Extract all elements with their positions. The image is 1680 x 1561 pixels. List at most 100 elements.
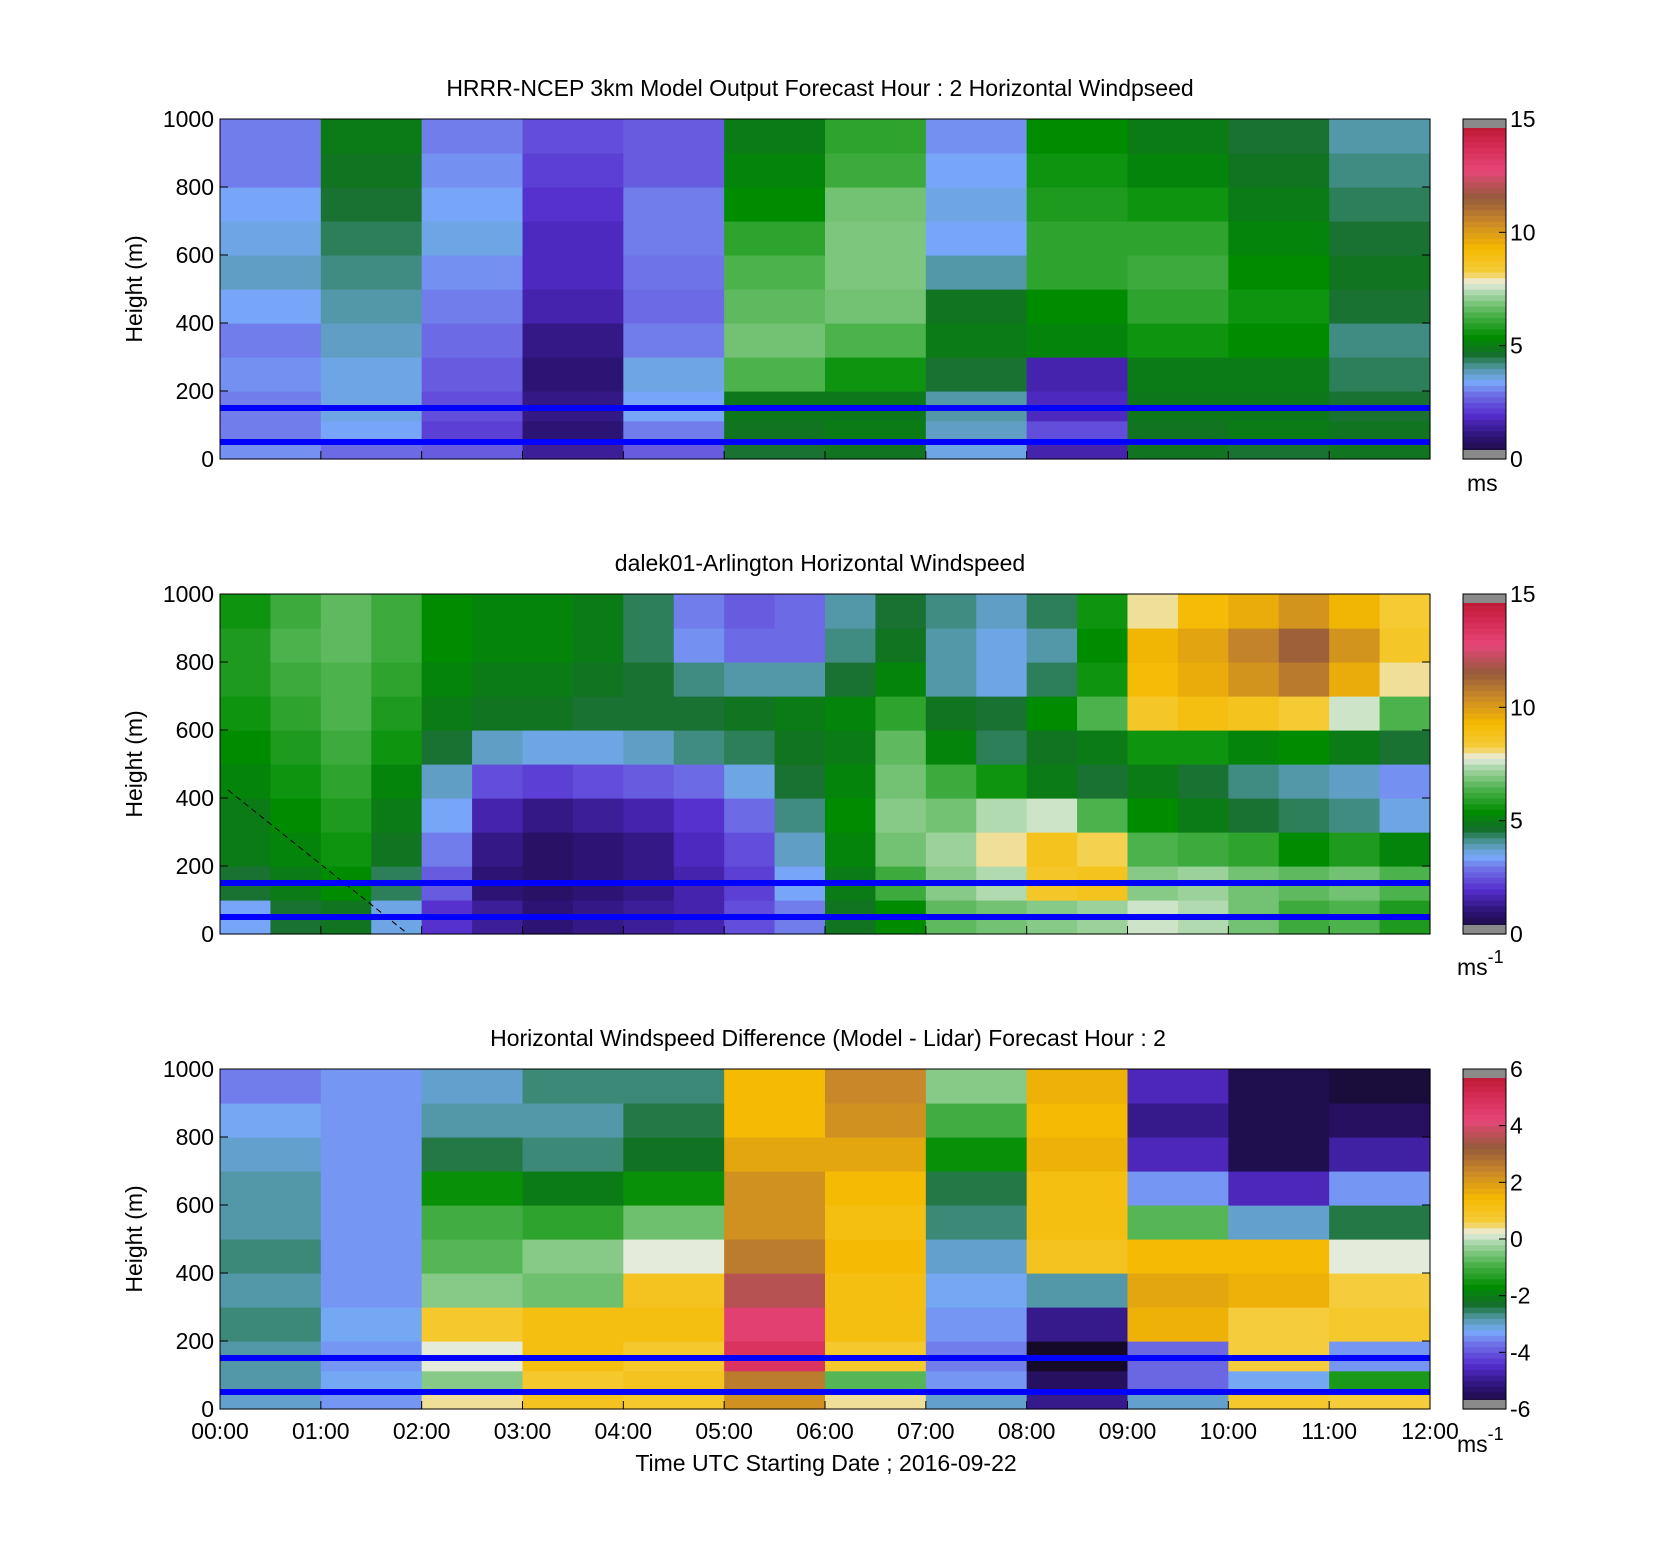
heatmap-cell bbox=[572, 730, 624, 765]
heatmap-cell bbox=[1127, 832, 1179, 867]
heatmap-cell bbox=[1379, 628, 1431, 663]
heatmap-cell bbox=[1228, 153, 1330, 188]
heatmap-cell bbox=[1127, 764, 1179, 799]
heatmap-cell bbox=[1077, 764, 1129, 799]
heatmap-cell bbox=[1127, 221, 1229, 256]
heatmap-cell bbox=[522, 357, 624, 392]
heatmap-cell bbox=[1278, 662, 1330, 697]
heatmap-cell bbox=[1329, 1370, 1431, 1393]
heatmap-cell bbox=[875, 764, 927, 799]
colorbar-frame bbox=[1462, 593, 1507, 935]
heatmap-cell bbox=[1026, 153, 1129, 188]
heatmap-cell bbox=[925, 628, 977, 663]
heatmap-cell bbox=[1228, 1370, 1330, 1393]
panel-lidar-x-tick-marks bbox=[219, 926, 1431, 934]
heatmap-cell bbox=[522, 1069, 624, 1104]
heatmap-cell bbox=[724, 442, 826, 460]
colorbar-segment bbox=[1463, 786, 1506, 793]
heatmap-cell bbox=[925, 221, 1028, 256]
heatmap-cell bbox=[1026, 1103, 1129, 1138]
colorbar-segment bbox=[1463, 374, 1506, 381]
colorbar-segment bbox=[1463, 1380, 1506, 1387]
heatmap-cell bbox=[220, 696, 272, 731]
heatmap-cell bbox=[522, 730, 574, 765]
heatmap-cell bbox=[1177, 594, 1229, 629]
colorbar-segment bbox=[1463, 1205, 1506, 1212]
heatmap-cell bbox=[724, 1239, 826, 1274]
colorbar-segment bbox=[1463, 130, 1506, 137]
heatmap-cell bbox=[1278, 594, 1330, 629]
colorbar-tick-label: 4 bbox=[1510, 1113, 1523, 1139]
heatmap-cell bbox=[825, 289, 927, 324]
heatmap-cell bbox=[623, 420, 725, 443]
colorbar-segment bbox=[1463, 170, 1506, 177]
heatmap-cell bbox=[1228, 1273, 1330, 1308]
heatmap-cell bbox=[1026, 1069, 1129, 1104]
colorbar-segment bbox=[1463, 826, 1506, 833]
heatmap-cell bbox=[623, 323, 725, 358]
panel-lidar: dalek01-Arlington Horizontal Windspeed 0… bbox=[121, 550, 1536, 980]
colorbar-tick-label: -4 bbox=[1510, 1339, 1531, 1365]
heatmap-cell bbox=[371, 832, 423, 867]
panel-difference-y-ticks: 0 200 400 600 800 1000 bbox=[163, 1056, 1430, 1422]
colorbar-segment bbox=[1463, 707, 1506, 714]
heatmap-cell bbox=[421, 662, 473, 697]
heatmap-cell bbox=[220, 1069, 322, 1104]
x-tick-label: 06:00 bbox=[796, 1418, 854, 1444]
heatmap-cell bbox=[220, 119, 322, 154]
heatmap-cell bbox=[220, 730, 272, 765]
colorbar-segment bbox=[1463, 1307, 1506, 1314]
heatmap-cell bbox=[572, 628, 624, 663]
y-tick-label: 0 bbox=[201, 1396, 214, 1422]
heatmap-cell bbox=[825, 696, 877, 731]
heatmap-cell bbox=[1026, 187, 1129, 222]
heatmap-cell bbox=[421, 1307, 524, 1342]
colorbar-segment bbox=[1463, 650, 1506, 657]
heatmap-cell bbox=[724, 1103, 826, 1138]
colorbar-segment bbox=[1463, 249, 1506, 256]
heatmap-cell bbox=[320, 357, 423, 392]
heatmap-cell bbox=[320, 1137, 423, 1172]
heatmap-cell bbox=[421, 696, 473, 731]
colorbar-segment bbox=[1463, 871, 1506, 878]
heatmap-cell bbox=[825, 764, 877, 799]
colorbar-segment bbox=[1463, 215, 1506, 222]
colorbar-segment bbox=[1463, 328, 1506, 335]
heatmap-cell bbox=[825, 1392, 927, 1410]
heatmap-cell bbox=[220, 289, 322, 324]
heatmap-cell bbox=[774, 764, 826, 799]
colorbar-segment bbox=[1463, 362, 1506, 369]
colorbar-segment bbox=[1463, 911, 1506, 918]
colorbar-segment bbox=[1463, 1290, 1506, 1297]
heatmap-cell bbox=[421, 1239, 524, 1274]
heatmap-cell bbox=[724, 628, 776, 663]
heatmap-cell bbox=[875, 832, 927, 867]
colorbar-segment bbox=[1463, 334, 1506, 341]
colorbar-segment bbox=[1463, 667, 1506, 674]
panel-difference: Horizontal Windspeed Difference (Model -… bbox=[121, 1025, 1531, 1476]
heatmap-cell bbox=[1228, 832, 1280, 867]
panel-model-y-ticks: 0 200 400 600 800 1000 bbox=[163, 106, 1430, 472]
heatmap-cell bbox=[825, 798, 877, 833]
heatmap-cell bbox=[724, 730, 776, 765]
y-tick-label: 200 bbox=[176, 853, 214, 879]
colorbar-segment bbox=[1463, 1301, 1506, 1308]
colorbar-segment bbox=[1463, 187, 1506, 194]
heatmap-cell bbox=[925, 594, 977, 629]
colorbar-segment bbox=[1463, 260, 1506, 267]
heatmap-cell bbox=[1228, 628, 1280, 663]
heatmap-cell bbox=[623, 1307, 725, 1342]
colorbar-segment bbox=[1463, 860, 1506, 867]
heatmap-cell bbox=[421, 1273, 524, 1308]
colorbar-segment bbox=[1463, 396, 1506, 403]
panel-difference-reference-lines bbox=[220, 1355, 1430, 1395]
heatmap-cell bbox=[875, 696, 927, 731]
heatmap-cell bbox=[925, 696, 977, 731]
heatmap-cell bbox=[724, 662, 776, 697]
heatmap-cell bbox=[1329, 289, 1431, 324]
heatmap-cell bbox=[572, 594, 624, 629]
colorbar-segment bbox=[1463, 832, 1506, 839]
heatmap-cell bbox=[1329, 1239, 1431, 1274]
heatmap-cell bbox=[472, 798, 524, 833]
colorbar-segment bbox=[1463, 136, 1506, 143]
